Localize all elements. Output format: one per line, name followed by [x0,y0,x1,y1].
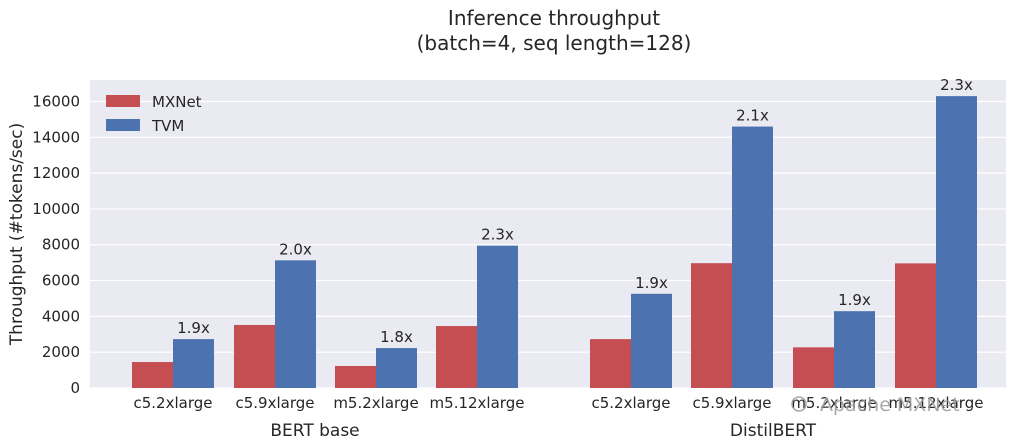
speedup-label: 1.9x [838,291,871,309]
bar-tvm-0-1 [275,260,316,388]
legend: MXNet TVM [106,93,202,135]
bar-mxnet-1-2 [793,347,834,388]
y-tick-label: 2000 [42,343,80,361]
group-label: DistilBERT [730,421,817,441]
y-tick-label: 0 [70,379,80,397]
speedup-label: 2.1x [736,107,769,125]
y-tick-label: 8000 [42,236,80,254]
bar-tvm-1-2 [834,311,875,388]
y-tick-label: 12000 [32,164,80,182]
bar-mxnet-0-0 [132,362,173,388]
bar-mxnet-0-1 [234,324,275,388]
bar-mxnet-0-3 [436,326,477,388]
x-tick-label: c5.2xlarge [134,394,213,412]
legend-label-mxnet: MXNet [152,93,202,111]
x-tick-label: m5.12xlarge [889,394,984,412]
bar-tvm-1-1 [732,126,773,388]
bar-tvm-1-0 [631,293,672,388]
chart-subtitle: (batch=4, seq length=128) [417,31,692,55]
x-tick-label: m5.2xlarge [791,394,876,412]
watermark-text: Apache MXNet [820,394,960,416]
legend-swatch-tvm [106,119,140,131]
bar-mxnet-1-3 [895,263,936,388]
bar-mxnet-0-2 [335,365,376,388]
x-tick-label: c5.2xlarge [592,394,671,412]
legend-swatch-mxnet [106,95,140,107]
bar-tvm-0-3 [477,245,518,388]
y-tick-label: 16000 [32,92,80,110]
group-label: BERT base [270,421,359,441]
bar-mxnet-1-0 [590,339,631,388]
speedup-label: 1.8x [380,328,413,346]
legend-label-tvm: TVM [151,117,184,135]
watermark: Apache MXNet [791,394,960,416]
y-tick-label: 14000 [32,128,80,146]
x-tick-label: c5.9xlarge [693,394,772,412]
bar-mxnet-1-1 [691,263,732,388]
bar-tvm-0-2 [376,348,417,388]
speedup-label: 2.0x [279,240,312,258]
speedup-label: 2.3x [940,76,973,94]
speedup-label: 2.3x [481,226,514,244]
speedup-label: 1.9x [177,319,210,337]
x-tick-label: m5.12xlarge [430,394,525,412]
wechat-icon [791,396,807,412]
y-tick-label: 10000 [32,200,80,218]
x-tick-label: m5.2xlarge [333,394,418,412]
y-axis-label: Throughput (#tokens/sec) [7,123,27,346]
y-tick-label: 4000 [42,307,80,325]
y-tick-label: 6000 [42,272,80,290]
bar-tvm-1-3 [936,96,977,389]
bar-tvm-0-0 [173,339,214,388]
chart-title: Inference throughput [448,6,660,30]
x-tick-label: c5.9xlarge [236,394,315,412]
speedup-label: 1.9x [635,274,668,292]
